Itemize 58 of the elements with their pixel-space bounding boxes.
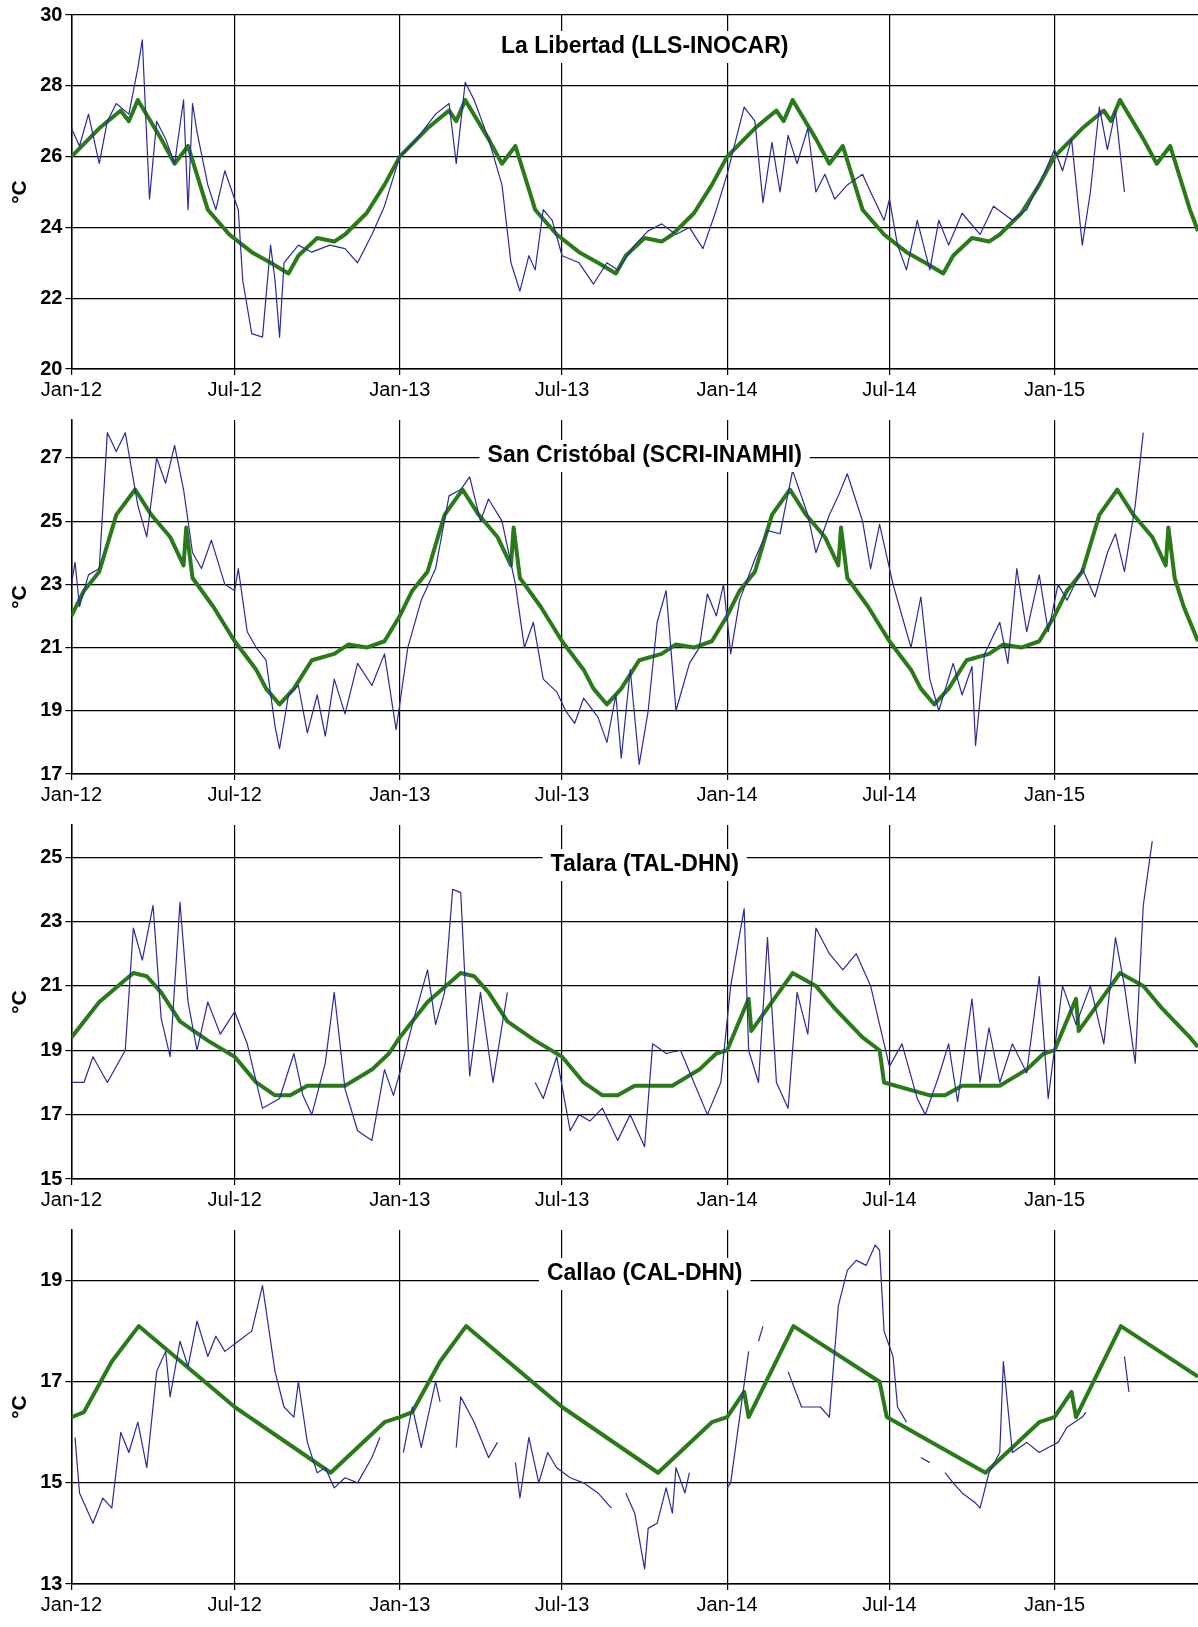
x-tick-label: Jul-14 [862,1592,917,1615]
x-tick-label: Jan-13 [369,377,431,400]
x-tick-label: Jul-14 [862,782,917,805]
x-tick-label: Jul-13 [534,1592,590,1615]
text: La Libertad (LLS-INOCAR) [500,32,789,59]
x-tick-label: Jul-13 [534,1187,590,1210]
x-tick-label: Jan-12 [40,782,103,805]
x-tick-label: Jul-12 [207,377,262,400]
y-tick-label: 28 [40,73,63,96]
x-tick-label: Jan-14 [696,377,758,400]
y-axis-title: °C [7,585,31,609]
x-tick-label: Jul-14 [862,1187,917,1210]
y-axis-title: °C [7,990,31,1014]
x-tick-label: Jan-14 [696,1187,758,1210]
x-tick-label: Jul-12 [207,1187,262,1210]
y-tick-label: 25 [40,508,63,531]
x-tick-label: Jul-12 [207,782,262,805]
y-tick-label: 24 [40,214,64,237]
y-tick-label: 23 [40,571,63,594]
y-tick-label: 19 [40,1268,63,1291]
text: Talara (TAL-DHN) [550,850,739,877]
y-tick-label: 21 [40,635,63,658]
y-axis-title: °C [7,180,31,204]
x-tick-label: Jan-12 [40,1187,103,1210]
y-tick-label: 15 [40,1470,63,1493]
x-tick-label: Jul-13 [534,782,590,805]
x-tick-label: Jan-13 [369,1592,431,1615]
x-tick-label: Jul-13 [534,377,590,400]
y-tick-label: 22 [40,285,63,308]
y-tick-label: 17 [40,1102,63,1125]
x-tick-label: Jan-12 [40,1592,103,1615]
x-tick-label: Jan-15 [1023,1592,1086,1615]
x-tick-label: Jan-15 [1023,1187,1086,1210]
x-tick-label: Jan-14 [696,782,758,805]
y-tick-label: 25 [40,844,63,867]
y-tick-label: 15 [40,1166,63,1189]
x-tick-label: Jan-15 [1023,377,1086,400]
y-tick-label: 19 [40,1037,63,1060]
y-tick-label: 13 [40,1571,63,1594]
y-tick-label: 23 [40,909,63,932]
y-tick-label: 30 [40,2,63,25]
y-axis-title: °C [7,1395,31,1419]
x-tick-label: Jan-15 [1023,782,1086,805]
text: San Cristóbal (SCRI-INAMHI) [487,441,802,468]
x-tick-label: Jul-14 [862,377,917,400]
text: Callao (CAL-DHN) [546,1259,743,1286]
x-tick-label: Jan-13 [369,1187,431,1210]
x-tick-label: Jul-12 [207,1592,262,1615]
x-tick-label: Jan-13 [369,782,431,805]
y-tick-label: 17 [40,1369,63,1392]
y-tick-label: 17 [40,761,63,784]
y-tick-label: 27 [40,445,63,468]
x-tick-label: Jan-12 [40,377,103,400]
y-tick-label: 20 [40,356,63,379]
y-tick-label: 26 [40,144,63,167]
y-tick-label: 21 [40,973,63,996]
y-tick-label: 19 [40,698,63,721]
x-tick-label: Jan-14 [696,1592,758,1615]
